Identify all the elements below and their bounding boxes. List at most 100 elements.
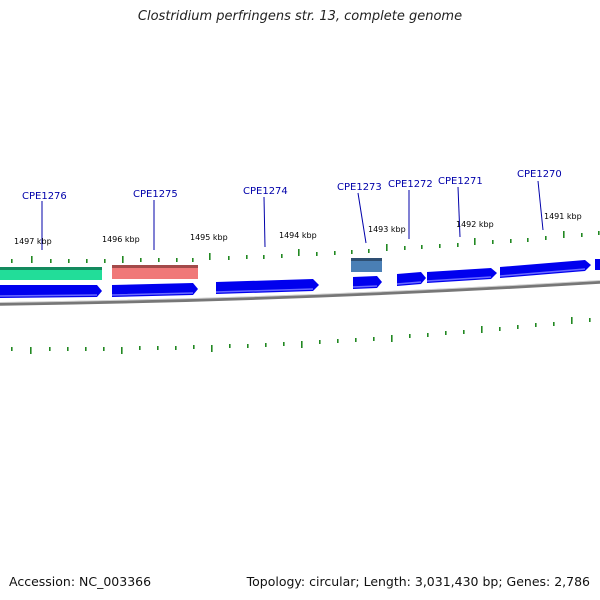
tick-mark [122,256,124,263]
gene-labels: CPE1276 CPE1275 CPE1274 CPE1273 CPE1272 … [22,169,562,202]
tick-mark [319,340,321,344]
leader-line [357,192,367,244]
tick-mark [104,259,106,263]
tick-mark [481,326,483,333]
tick-mark [409,334,411,338]
genome-backbone [0,280,600,306]
tick-mark [11,347,13,351]
tick-mark [298,249,300,256]
tick-mark [386,244,388,251]
tick-mark [474,238,476,245]
tick-mark [139,346,141,350]
tick-mark [283,342,285,346]
tick-mark [334,251,336,255]
cds-bevel [0,268,586,297]
tick-mark [457,243,459,247]
tick-mark [121,347,123,354]
tick-mark [175,346,177,350]
tick-mark [351,250,353,254]
tick-mark [247,344,249,348]
leader-line [457,186,461,238]
tick-mark [85,347,87,351]
pink-feature [112,265,198,279]
tick-mark [316,252,318,256]
tick-mark [209,253,211,260]
gene-label-cpe1273: CPE1273 [337,182,382,193]
genome-backbone-highlight [0,280,600,303]
pink-feature-shadow [112,265,198,268]
tick-mark [368,249,370,253]
kbp-label: 1493 kbp [368,225,406,234]
tick-mark [545,236,547,240]
leader-line [537,180,544,231]
tick-mark [589,318,591,322]
gene-label-cpe1271: CPE1271 [438,176,483,187]
tick-mark [140,258,142,262]
kbp-label: 1491 kbp [544,212,582,221]
tick-mark [301,341,303,348]
gene-label-cpe1276: CPE1276 [22,191,67,202]
gene-label-cpe1270: CPE1270 [517,169,562,180]
tick-mark [67,347,69,351]
accession-text: Accession: NC_003366 [9,574,152,589]
tick-mark [263,255,265,259]
green-feature-shadow [0,267,102,270]
kbp-label: 1495 kbp [190,233,228,242]
tick-mark [30,347,32,354]
tick-mark [445,331,447,335]
tick-mark [439,244,441,248]
tick-mark [103,347,105,351]
tick-mark [68,259,70,263]
tick-mark [421,245,423,249]
tick-mark [492,240,494,244]
tick-mark [581,233,583,237]
kbp-label: 1494 kbp [279,231,317,240]
tick-mark [404,246,406,250]
tick-mark [246,255,248,259]
tick-mark [499,327,501,331]
tick-mark [527,238,529,242]
kbp-label: 1496 kbp [102,235,140,244]
tick-mark [228,256,230,260]
genome-stats-text: Topology: circular; Length: 3,031,430 bp… [246,574,590,589]
tick-mark [192,258,194,262]
steelblue-feature [351,258,382,272]
tick-mark [176,258,178,262]
tick-mark [510,239,512,243]
gene-label-cpe1272: CPE1272 [388,179,433,190]
tick-mark [535,323,537,327]
tick-mark [337,339,339,343]
leader-line [263,196,266,248]
tick-mark [157,346,159,350]
tick-mark [553,322,555,326]
tick-mark [571,317,573,324]
tick-mark [158,258,160,262]
feature-track [0,258,382,280]
tick-mark [598,231,600,235]
gene-label-cpe1275: CPE1275 [133,189,178,200]
tick-mark [86,259,88,263]
tick-mark [427,333,429,337]
tick-mark [31,256,33,263]
tick-mark [391,335,393,342]
tick-mark [50,259,52,263]
outer-ticks [11,231,600,263]
steelblue-feature-shadow [351,258,382,261]
tick-mark [563,231,565,238]
tick-mark [49,347,51,351]
cds-track [0,259,600,298]
tick-mark [11,259,13,263]
cds-arrow [595,259,600,270]
tick-mark [517,325,519,329]
kbp-labels: 1497 kbp 1496 kbp 1495 kbp 1494 kbp 1493… [14,212,582,246]
tick-mark [373,337,375,341]
gene-label-cpe1274: CPE1274 [243,186,288,197]
map-title: Clostridium perfringens str. 13, complet… [137,9,463,24]
tick-mark [355,338,357,342]
tick-mark [193,345,195,349]
tick-mark [265,343,267,347]
inner-ticks [11,317,591,354]
kbp-label: 1497 kbp [14,237,52,246]
green-feature [0,267,102,280]
